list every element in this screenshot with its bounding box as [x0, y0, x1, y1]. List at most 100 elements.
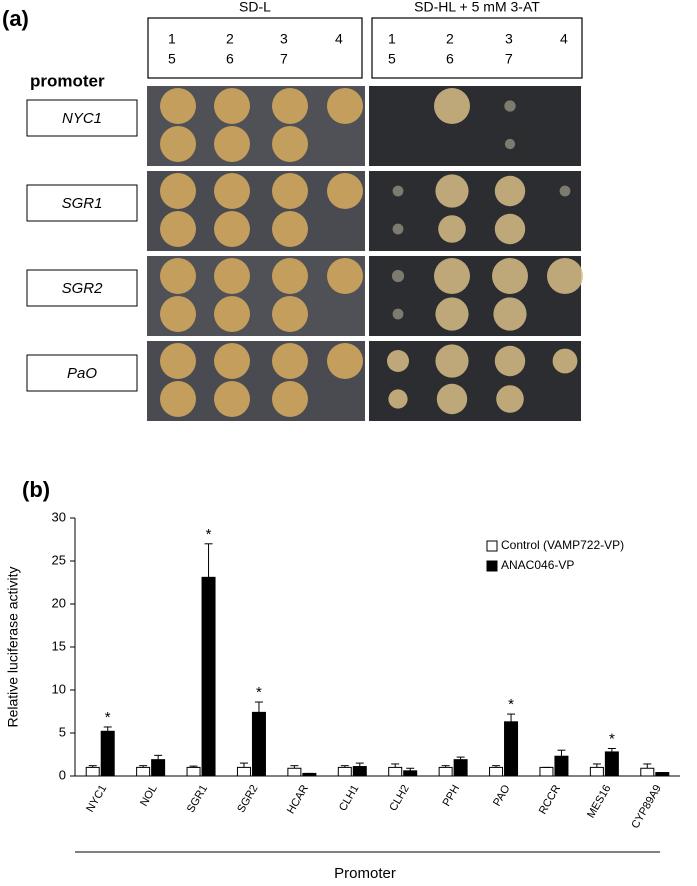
header-box — [371, 17, 583, 79]
legend-swatch — [486, 540, 498, 552]
colony — [392, 223, 404, 235]
y-tick-label: 10 — [52, 681, 66, 696]
colony — [327, 173, 363, 209]
colony — [559, 185, 571, 197]
x-tick-label: CLH1 — [337, 783, 361, 813]
x-axis-label: Promoter — [334, 865, 396, 882]
lane-number: 6 — [446, 51, 454, 67]
bar — [236, 766, 251, 777]
bar — [287, 767, 302, 777]
x-tick-label: MES16 — [585, 783, 613, 820]
row-header: promoter — [30, 71, 105, 90]
bar — [539, 766, 554, 777]
colony — [160, 381, 196, 417]
bar — [100, 730, 115, 777]
colony — [272, 296, 308, 332]
bar — [388, 766, 403, 777]
lane-number: 4 — [560, 31, 568, 47]
y-tick-label: 30 — [52, 509, 66, 524]
x-tick-label: PPH — [441, 783, 463, 809]
promoter-label: SGR1 — [62, 195, 103, 212]
promoter-box — [26, 354, 138, 392]
x-tick-label: SGR1 — [185, 783, 210, 815]
colony — [494, 345, 526, 377]
x-tick-label: CLH2 — [387, 783, 411, 813]
colony — [494, 175, 526, 207]
header-title: SD-L — [239, 0, 271, 15]
bar — [640, 767, 655, 777]
colony — [493, 297, 527, 331]
bar — [453, 759, 468, 777]
colony — [435, 297, 469, 331]
y-tick-label: 5 — [59, 724, 66, 739]
significance-mark: * — [256, 684, 262, 701]
colony — [214, 258, 250, 294]
significance-mark: * — [609, 730, 615, 747]
colony — [435, 344, 469, 378]
x-tick-label: SGR2 — [235, 783, 260, 815]
colony — [496, 385, 524, 413]
promoter-label: NYC1 — [62, 110, 102, 127]
bar — [251, 711, 266, 777]
colony — [160, 126, 196, 162]
bar — [201, 576, 216, 777]
lane-number: 5 — [168, 51, 176, 67]
bar — [604, 751, 619, 777]
bar — [655, 772, 670, 777]
colony — [552, 348, 578, 374]
colony — [214, 296, 250, 332]
colony — [436, 383, 468, 415]
colony — [327, 343, 363, 379]
header-title: SD-HL + 5 mM 3-AT — [414, 0, 540, 15]
colony — [214, 381, 250, 417]
x-tick-label: RCCR — [537, 783, 563, 817]
lane-number: 5 — [388, 51, 396, 67]
colony — [438, 215, 466, 243]
bar — [337, 766, 352, 777]
bar — [151, 759, 166, 777]
plate-right — [369, 256, 581, 336]
y-axis-label: Relative luciferase activity — [5, 566, 21, 727]
colony — [494, 213, 526, 245]
plate-right — [369, 171, 581, 251]
y-tick-label: 20 — [52, 595, 66, 610]
colony — [160, 88, 196, 124]
colony — [327, 88, 363, 124]
colony — [214, 126, 250, 162]
x-tick-label: NYC1 — [84, 783, 109, 814]
panel-label: (a) — [2, 6, 29, 31]
colony — [272, 211, 308, 247]
lane-number: 7 — [505, 51, 513, 67]
lane-number: 1 — [388, 31, 396, 47]
lane-number: 6 — [226, 51, 234, 67]
colony — [392, 308, 404, 320]
significance-mark: * — [206, 526, 212, 543]
lane-number: 7 — [280, 51, 288, 67]
promoter-label: SGR2 — [62, 280, 104, 297]
header-box — [147, 17, 363, 79]
colony — [272, 343, 308, 379]
y-tick-label: 15 — [52, 638, 66, 653]
colony — [434, 88, 470, 124]
lane-number: 3 — [505, 31, 513, 47]
bar — [589, 766, 604, 777]
promoter-box — [26, 99, 138, 137]
colony — [392, 185, 404, 197]
significance-mark: * — [105, 709, 111, 726]
colony — [327, 258, 363, 294]
colony — [214, 211, 250, 247]
plate-right — [369, 86, 581, 166]
colony — [272, 173, 308, 209]
legend-swatch — [486, 560, 498, 572]
colony — [504, 138, 516, 150]
significance-mark: * — [508, 696, 514, 713]
legend-label: Control (VAMP722-VP) — [501, 538, 624, 552]
promoter-label: PaO — [67, 365, 97, 382]
panel-label: (b) — [22, 477, 50, 502]
lane-number: 4 — [335, 31, 343, 47]
colony — [272, 381, 308, 417]
colony — [434, 258, 470, 294]
x-tick-label: PAO — [491, 783, 513, 809]
colony — [272, 258, 308, 294]
lane-number: 2 — [446, 31, 454, 47]
